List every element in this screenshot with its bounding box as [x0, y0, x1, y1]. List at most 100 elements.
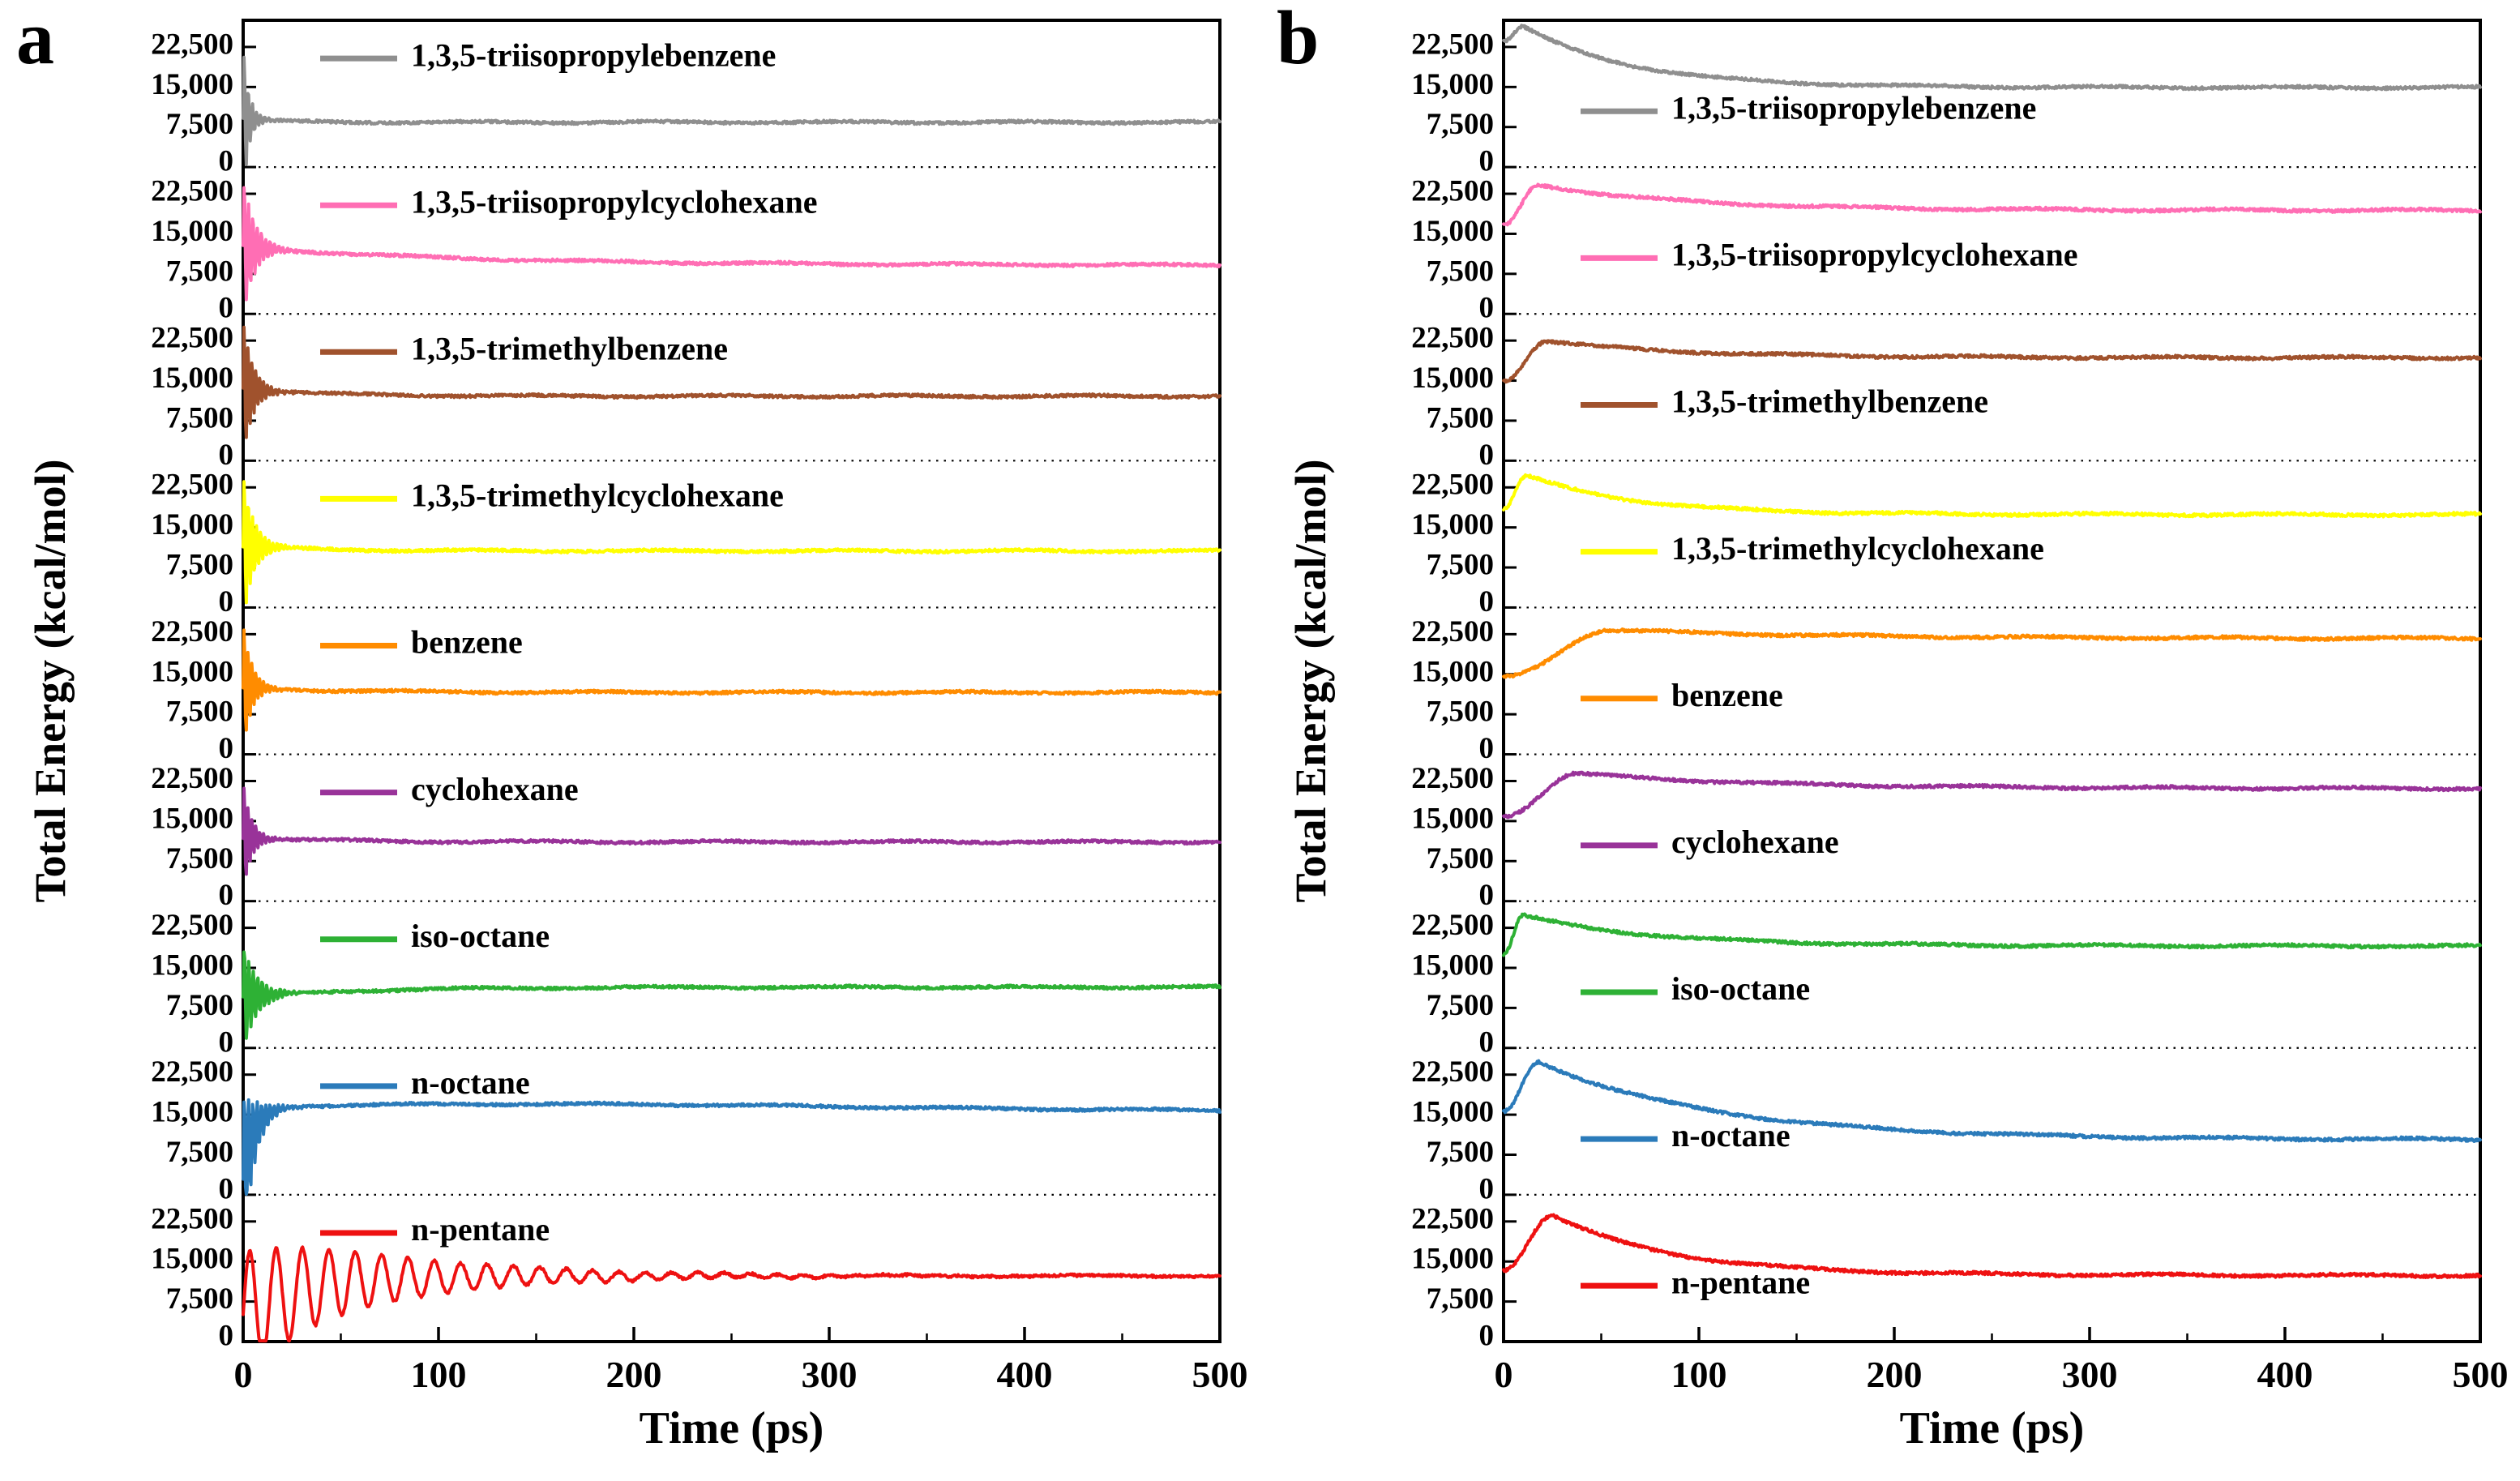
- y-tick-label: 22,500: [151, 909, 233, 942]
- y-tick-label: 0: [219, 1025, 234, 1059]
- y-tick-label: 0: [1479, 292, 1495, 325]
- legend-label: cyclohexane: [411, 771, 579, 807]
- y-tick-label: 15,000: [151, 215, 233, 248]
- series-iso-octane: [242, 950, 1221, 1040]
- series-benzene: [242, 628, 1221, 732]
- y-tick-label: 7,500: [1427, 255, 1494, 288]
- y-tick-label: 0: [219, 292, 234, 325]
- y-tick-label: 7,500: [1427, 549, 1494, 582]
- x-tick-label: 100: [1671, 1354, 1727, 1395]
- y-tick-label: 22,500: [151, 1202, 233, 1235]
- series-1,3,5-trimethylbenzene: [1502, 339, 2482, 384]
- x-tick-label: 300: [802, 1354, 858, 1395]
- series-n-octane: [1502, 1059, 2482, 1143]
- y-tick-label: 22,500: [1411, 762, 1494, 795]
- y-tick-label: 7,500: [166, 842, 233, 875]
- plot-frame: [1502, 19, 2482, 1343]
- legend-label: iso-octane: [1671, 970, 1810, 1007]
- y-tick-label: 0: [219, 585, 234, 619]
- x-tick-label: 500: [1192, 1354, 1248, 1395]
- y-tick-label: 22,500: [151, 175, 233, 208]
- series-1,3,5-trimethylbenzene: [242, 325, 1221, 439]
- y-tick-label: 7,500: [166, 1136, 233, 1169]
- y-tick-label: 22,500: [1411, 469, 1494, 502]
- x-tick-label: 300: [2062, 1354, 2118, 1395]
- y-tick-label: 0: [219, 1319, 234, 1352]
- y-tick-label: 7,500: [166, 1282, 233, 1316]
- legend-label: 1,3,5-trimethylcyclohexane: [1671, 530, 2044, 567]
- y-tick-label: 15,000: [151, 1096, 233, 1129]
- panel-a-letter: a: [16, 0, 54, 80]
- legend-label: 1,3,5-triisopropylebenzene: [411, 36, 776, 73]
- legend-label: benzene: [411, 624, 523, 661]
- legend-label: 1,3,5-triisopropylebenzene: [1671, 89, 2036, 126]
- legend-label: n-pentane: [411, 1211, 550, 1248]
- series-n-octane: [242, 1098, 1221, 1196]
- y-tick-label: 0: [1479, 732, 1495, 765]
- legend-label: n-octane: [1671, 1117, 1791, 1154]
- y-tick-label: 15,000: [151, 802, 233, 835]
- y-tick-label: 0: [1479, 1319, 1495, 1352]
- y-tick-label: 22,500: [151, 28, 233, 61]
- y-tick-label: 15,000: [1411, 1243, 1494, 1276]
- y-tick-label: 22,500: [1411, 322, 1494, 355]
- y-tick-label: 22,500: [1411, 1202, 1494, 1235]
- legend-label: benzene: [1671, 677, 1783, 713]
- y-tick-label: 15,000: [1411, 68, 1494, 101]
- y-tick-label: 7,500: [1427, 108, 1494, 141]
- legend-label: 1,3,5-triisopropylcyclohexane: [1671, 237, 2077, 273]
- x-tick-label: 100: [411, 1354, 467, 1395]
- y-tick-label: 7,500: [166, 108, 233, 141]
- legend-label: 1,3,5-trimethylbenzene: [1671, 383, 1988, 420]
- y-tick-label: 7,500: [166, 989, 233, 1022]
- y-tick-label: 15,000: [151, 655, 233, 688]
- panel-a-x-axis-title: Time (ps): [639, 1403, 824, 1453]
- legend-label: 1,3,5-triisopropylcyclohexane: [411, 183, 817, 220]
- y-tick-label: 0: [1479, 1025, 1495, 1059]
- y-tick-label: 15,000: [1411, 362, 1494, 395]
- y-tick-label: 22,500: [151, 762, 233, 795]
- y-tick-label: 15,000: [151, 362, 233, 395]
- y-tick-label: 15,000: [151, 508, 233, 541]
- y-tick-label: 7,500: [1427, 401, 1494, 434]
- series-n-pentane: [242, 1245, 1221, 1343]
- y-tick-label: 0: [219, 1172, 234, 1205]
- x-tick-label: 200: [1867, 1354, 1923, 1395]
- series-1,3,5-trimethylcyclohexane: [1502, 473, 2482, 519]
- legend-label: cyclohexane: [1671, 824, 1839, 860]
- x-tick-label: 0: [1495, 1354, 1513, 1395]
- legend-label: n-octane: [411, 1064, 530, 1101]
- series-benzene: [1502, 627, 2482, 679]
- y-tick-label: 22,500: [1411, 28, 1494, 61]
- y-tick-label: 7,500: [1427, 1282, 1494, 1316]
- y-tick-label: 15,000: [151, 68, 233, 101]
- y-tick-label: 22,500: [1411, 1055, 1494, 1089]
- series-iso-octane: [1502, 912, 2482, 957]
- y-tick-label: 15,000: [1411, 215, 1494, 248]
- series-cyclohexane: [1502, 770, 2482, 820]
- y-tick-label: 0: [1479, 145, 1495, 178]
- y-tick-label: 7,500: [166, 401, 233, 434]
- y-tick-label: 15,000: [1411, 802, 1494, 835]
- panel-b-plot: 0 100 200 300 400 50007,50015,00022,5001,3,5-…: [1411, 19, 2509, 1395]
- y-tick-label: 0: [1479, 1172, 1495, 1205]
- y-tick-label: 0: [1479, 585, 1495, 619]
- legend-label: iso-octane: [411, 918, 550, 954]
- y-tick-label: 22,500: [151, 322, 233, 355]
- y-tick-label: 7,500: [1427, 989, 1494, 1022]
- series-1,3,5-triisopropylebenzene: [1502, 24, 2482, 92]
- y-tick-label: 0: [219, 145, 234, 178]
- y-tick-label: 7,500: [166, 549, 233, 582]
- y-tick-label: 7,500: [1427, 1136, 1494, 1169]
- y-tick-label: 15,000: [1411, 1096, 1494, 1129]
- series-1,3,5-triisopropylebenzene: [242, 55, 1221, 166]
- series-1,3,5-triisopropylcyclohexane: [242, 186, 1221, 302]
- y-tick-label: 7,500: [166, 696, 233, 729]
- y-tick-label: 0: [219, 879, 234, 912]
- y-tick-label: 15,000: [1411, 508, 1494, 541]
- y-tick-label: 22,500: [151, 615, 233, 648]
- x-tick-label: 0: [234, 1354, 253, 1395]
- y-tick-label: 0: [1479, 879, 1495, 912]
- y-tick-label: 22,500: [151, 469, 233, 502]
